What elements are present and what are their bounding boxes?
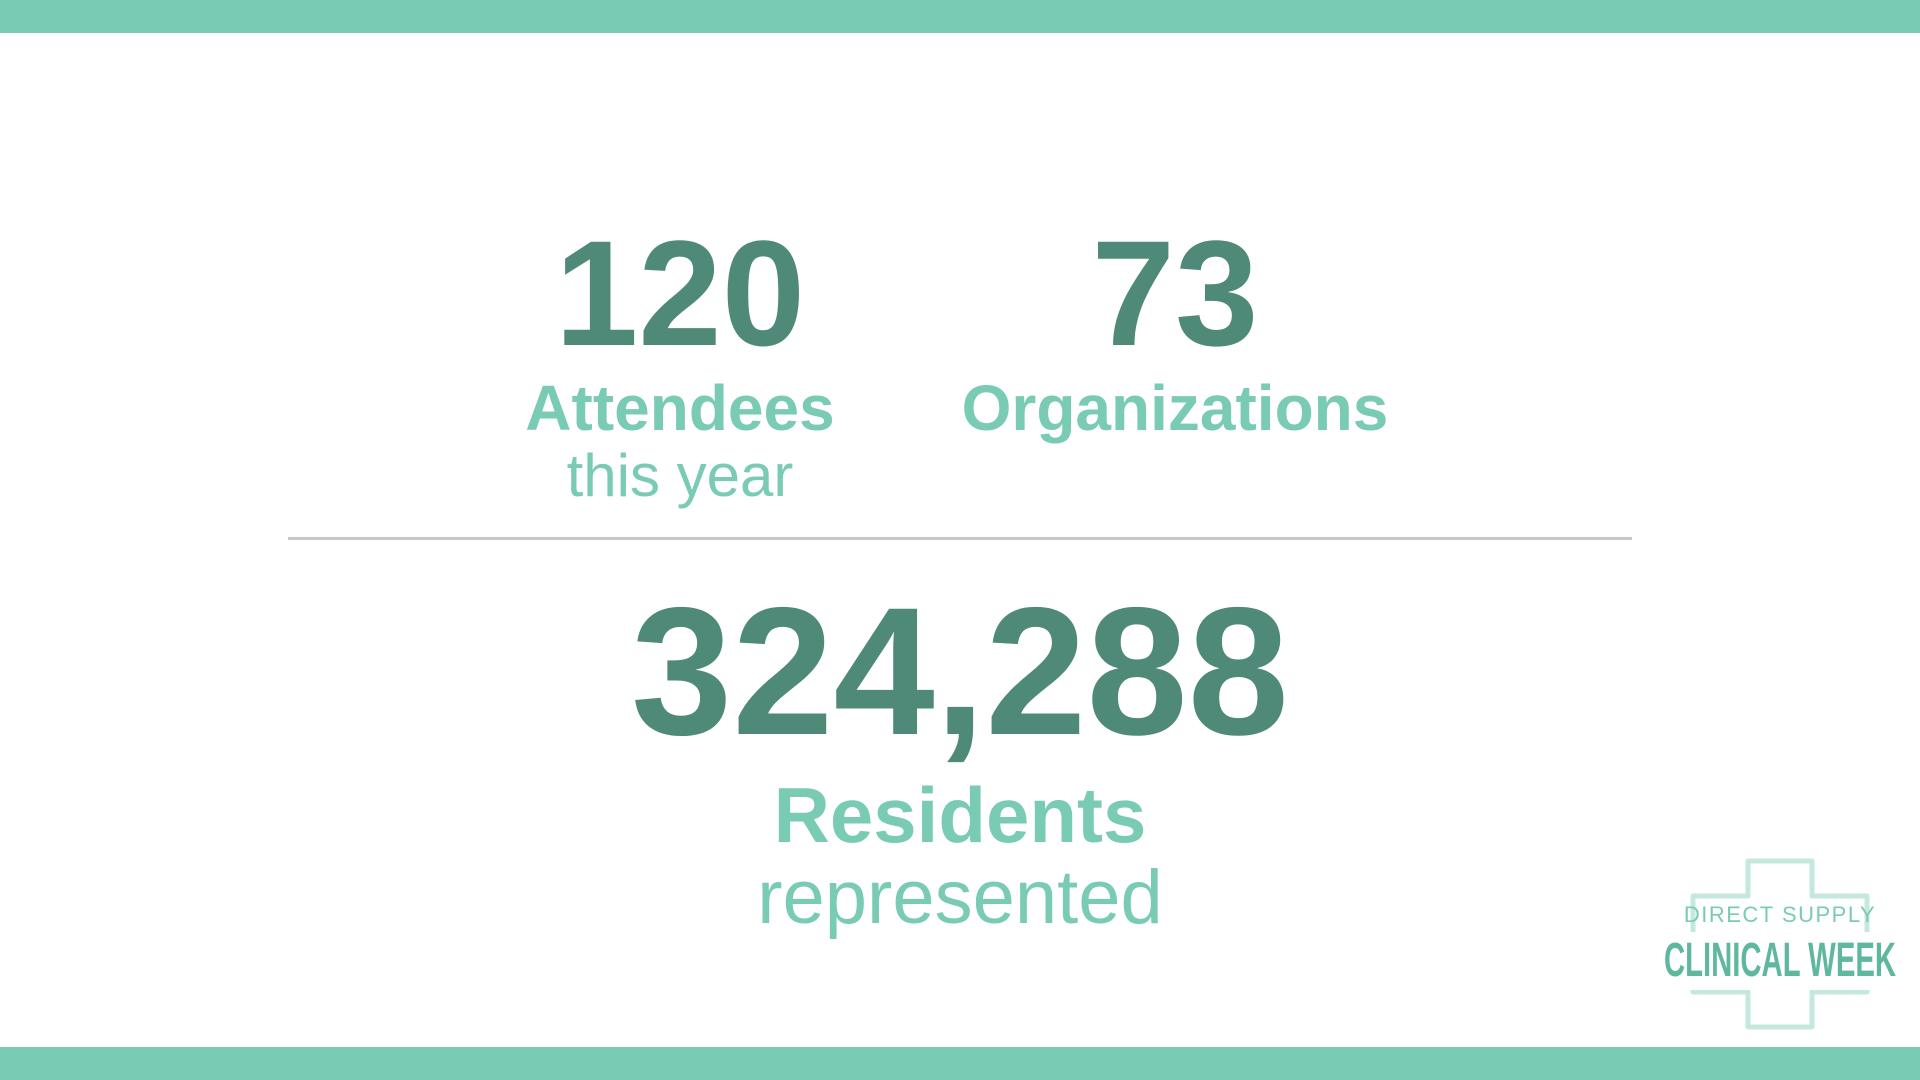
organizations-label: Organizations [961,372,1389,444]
top-accent-bar [0,0,1920,33]
organizations-stat: 73 Organizations [930,218,1420,440]
organizations-count: 73 [1091,209,1259,377]
medical-cross-icon [1690,858,1870,1030]
residents-stat: 324,288 Residents represented [560,580,1360,936]
attendees-stat: 120 Attendees this year [480,218,880,506]
divider-line [288,537,1632,540]
attendees-label: Attendees [525,372,835,444]
residents-label: Residents [773,771,1147,859]
attendees-count: 120 [554,209,806,377]
residents-sublabel: represented [757,855,1163,940]
attendees-sublabel: this year [566,442,794,509]
clinical-week-logo: DIRECT SUPPLY CLINICAL WEEK [1660,858,1900,1030]
residents-count: 324,288 [631,569,1289,773]
logo-line-2: CLINICAL WEEK [1664,934,1896,987]
bottom-accent-bar [0,1047,1920,1080]
logo-line-1: DIRECT SUPPLY [1684,902,1876,927]
